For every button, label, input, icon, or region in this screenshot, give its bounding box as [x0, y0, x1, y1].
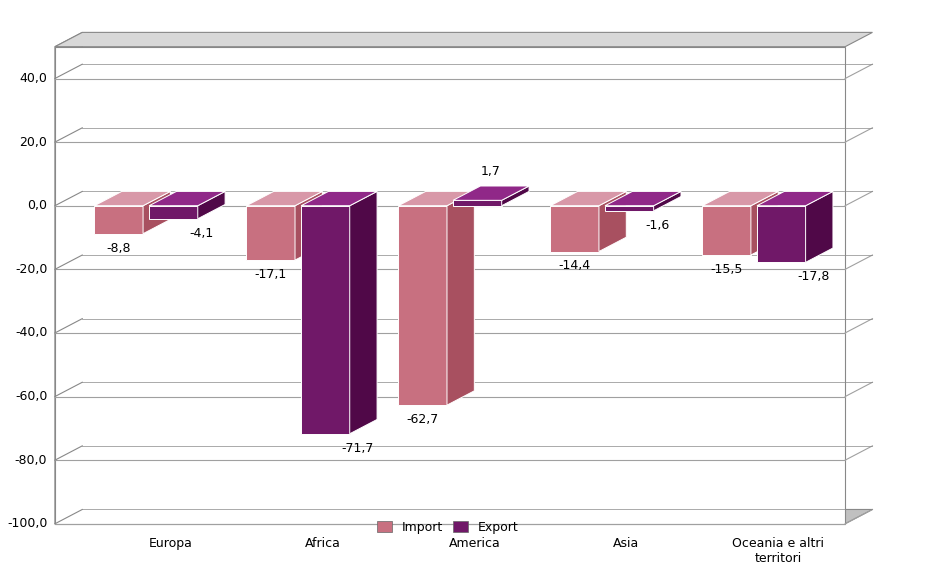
Polygon shape — [550, 192, 626, 206]
Text: -100,0: -100,0 — [7, 517, 47, 530]
Text: -8,8: -8,8 — [106, 241, 131, 255]
Text: 1,7: 1,7 — [481, 165, 501, 178]
Polygon shape — [399, 206, 447, 405]
Polygon shape — [453, 200, 501, 206]
Polygon shape — [757, 206, 806, 263]
Text: 20,0: 20,0 — [19, 136, 47, 149]
Polygon shape — [94, 192, 170, 206]
Polygon shape — [757, 192, 832, 206]
Text: -80,0: -80,0 — [15, 454, 47, 467]
Text: Asia: Asia — [613, 537, 639, 550]
Text: -14,4: -14,4 — [559, 260, 591, 272]
Polygon shape — [143, 192, 170, 234]
Text: America: America — [449, 537, 500, 550]
Polygon shape — [599, 192, 626, 252]
Text: -1,6: -1,6 — [646, 219, 670, 232]
Polygon shape — [453, 186, 529, 200]
Text: -71,7: -71,7 — [342, 442, 375, 455]
Text: -17,1: -17,1 — [254, 268, 287, 281]
Text: -20,0: -20,0 — [15, 263, 47, 276]
Polygon shape — [501, 186, 529, 206]
Text: -60,0: -60,0 — [15, 390, 47, 403]
Polygon shape — [350, 192, 377, 434]
Polygon shape — [751, 192, 778, 255]
Polygon shape — [302, 206, 350, 434]
Text: -62,7: -62,7 — [407, 413, 438, 426]
Polygon shape — [295, 192, 323, 260]
Polygon shape — [55, 33, 82, 524]
Text: -4,1: -4,1 — [190, 227, 214, 240]
Polygon shape — [806, 192, 832, 263]
Polygon shape — [198, 192, 225, 219]
Polygon shape — [702, 206, 751, 255]
Polygon shape — [399, 192, 475, 206]
Polygon shape — [702, 192, 778, 206]
Legend: Import, Export: Import, Export — [372, 516, 524, 539]
Polygon shape — [246, 192, 323, 206]
Polygon shape — [246, 206, 295, 260]
Text: -15,5: -15,5 — [710, 263, 743, 276]
Polygon shape — [149, 206, 198, 219]
Polygon shape — [55, 33, 872, 47]
Text: -17,8: -17,8 — [797, 271, 830, 283]
Polygon shape — [550, 206, 599, 252]
Text: 40,0: 40,0 — [19, 72, 47, 85]
Polygon shape — [605, 206, 654, 211]
Polygon shape — [94, 206, 143, 234]
Polygon shape — [302, 192, 377, 206]
Polygon shape — [447, 192, 475, 405]
Polygon shape — [149, 192, 225, 206]
Text: 0,0: 0,0 — [28, 199, 47, 212]
Text: Europa: Europa — [149, 537, 192, 550]
Text: Africa: Africa — [304, 537, 340, 550]
Text: Oceania e altri
territori: Oceania e altri territori — [733, 537, 824, 565]
Polygon shape — [55, 510, 872, 524]
Polygon shape — [654, 192, 681, 211]
Polygon shape — [55, 47, 845, 524]
Polygon shape — [605, 192, 681, 206]
Text: -40,0: -40,0 — [15, 327, 47, 339]
